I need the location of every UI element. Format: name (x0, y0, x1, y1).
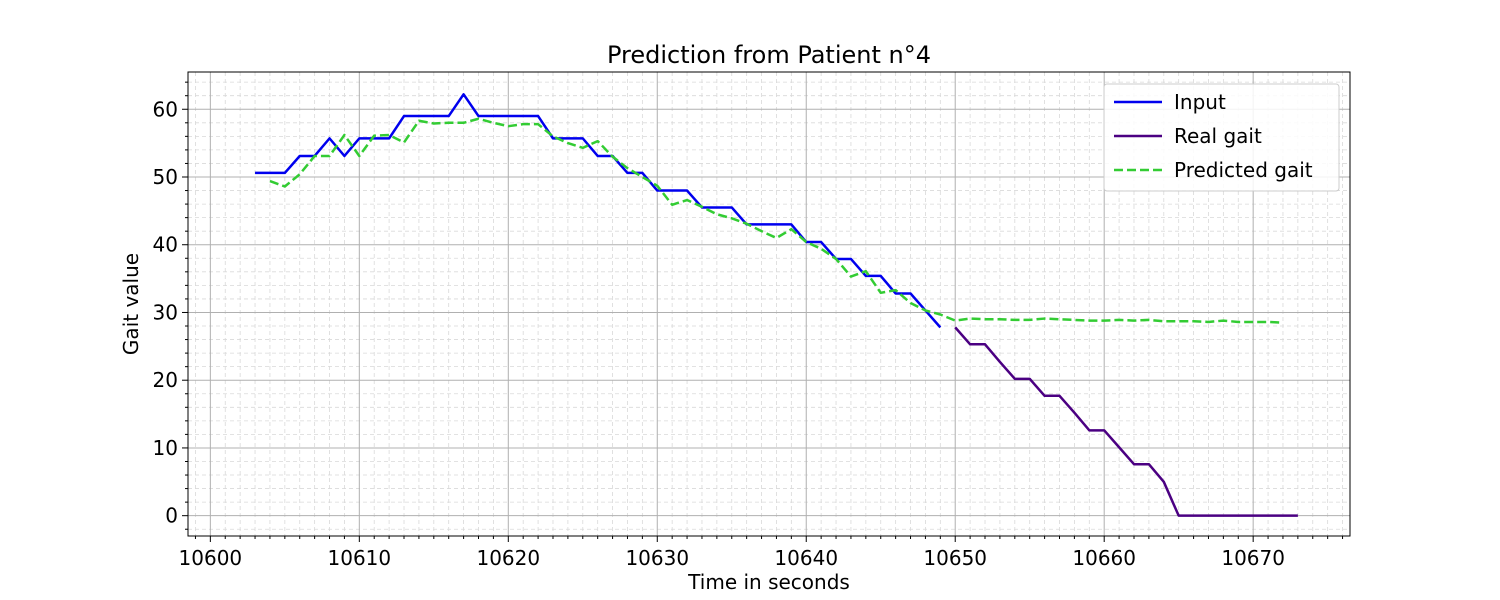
y-tick-label: 60 (153, 97, 178, 121)
y-tick-label: 30 (153, 300, 178, 324)
chart-title: Prediction from Patient n°4 (607, 41, 931, 69)
y-tick-label: 10 (153, 436, 178, 460)
plot-frame (187, 71, 1351, 537)
y-tick-label: 0 (165, 504, 178, 528)
x-tick-label: 10670 (1221, 546, 1285, 570)
series-lines (255, 93, 1298, 517)
legend: Input Real gait Predicted gait (1103, 83, 1340, 192)
legend-label-real-gait: Real gait (1174, 124, 1262, 148)
legend-label-predicted-gait: Predicted gait (1174, 158, 1313, 182)
y-tick-label: 20 (153, 368, 178, 392)
axis-ticks: 10600 10610 10620 10630 10640 10650 10660 10670… (153, 81, 1344, 570)
x-tick-label: 10620 (476, 546, 540, 570)
x-tick-label: 10630 (625, 546, 689, 570)
x-tick-label: 10610 (328, 546, 392, 570)
y-tick-label: 40 (153, 233, 178, 257)
input-line (255, 93, 942, 329)
legend-box (1103, 83, 1340, 192)
x-tick-label: 10650 (923, 546, 987, 570)
real-gait-line (954, 326, 1298, 517)
legend-label-input: Input (1174, 90, 1226, 114)
y-axis-label: Gait value (119, 253, 143, 355)
x-tick-label: 10640 (774, 546, 838, 570)
x-tick-label: 10660 (1072, 546, 1136, 570)
predicted-gait-line (269, 117, 1284, 324)
x-axis-label: Time in seconds (687, 570, 850, 594)
y-tick-label: 50 (153, 165, 178, 189)
x-tick-label: 10600 (179, 546, 243, 570)
